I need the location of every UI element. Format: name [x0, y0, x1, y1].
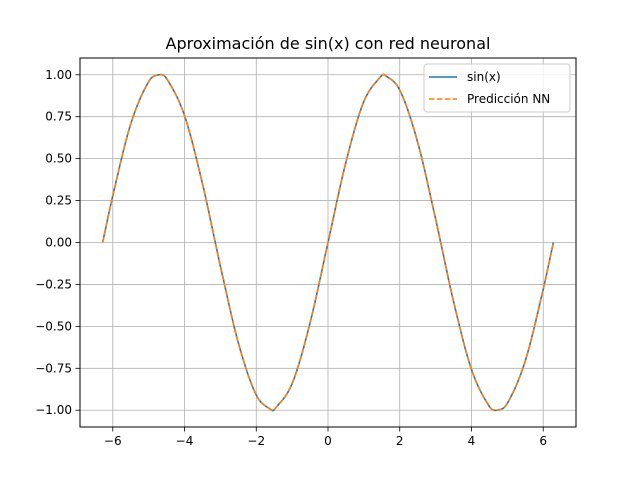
- y-tick-label: −1.00: [35, 403, 72, 417]
- y-tick-label: −0.25: [35, 277, 72, 291]
- y-tick-label: 0.25: [45, 194, 72, 208]
- legend: sin(x) Predicción NN: [423, 63, 571, 113]
- y-tick-label: 0.00: [45, 236, 72, 250]
- legend-label: Predicción NN: [467, 92, 550, 106]
- x-tick-label: 4: [468, 434, 476, 448]
- y-tick-label: 0.50: [45, 152, 72, 166]
- x-tick-label: 6: [539, 434, 547, 448]
- y-tick-label: −0.50: [35, 319, 72, 333]
- x-tick-label: 0: [324, 434, 332, 448]
- legend-label: sin(x): [467, 70, 501, 84]
- legend-box: [423, 63, 571, 113]
- x-tick-label: −6: [104, 434, 122, 448]
- series-line-prediction: [101, 73, 555, 412]
- x-tick-label: −4: [176, 434, 194, 448]
- y-tick-label: 0.75: [45, 110, 72, 124]
- series-layer: [101, 73, 555, 412]
- y-tick-label: 1.00: [45, 68, 72, 82]
- ticks-layer: −6 −4 −2 0 2 4 6 −1.00 −0.75 −0.50 −0.25 0.00 0.25 0.…: [35, 68, 547, 448]
- grid-layer: [80, 58, 576, 427]
- plot-frame: [79, 57, 577, 428]
- x-tick-label: 2: [396, 434, 404, 448]
- y-tick-label: −0.75: [35, 361, 72, 375]
- chart-title: Aproximación de sin(x) con red neuronal: [166, 34, 491, 53]
- x-tick-label: −2: [247, 434, 265, 448]
